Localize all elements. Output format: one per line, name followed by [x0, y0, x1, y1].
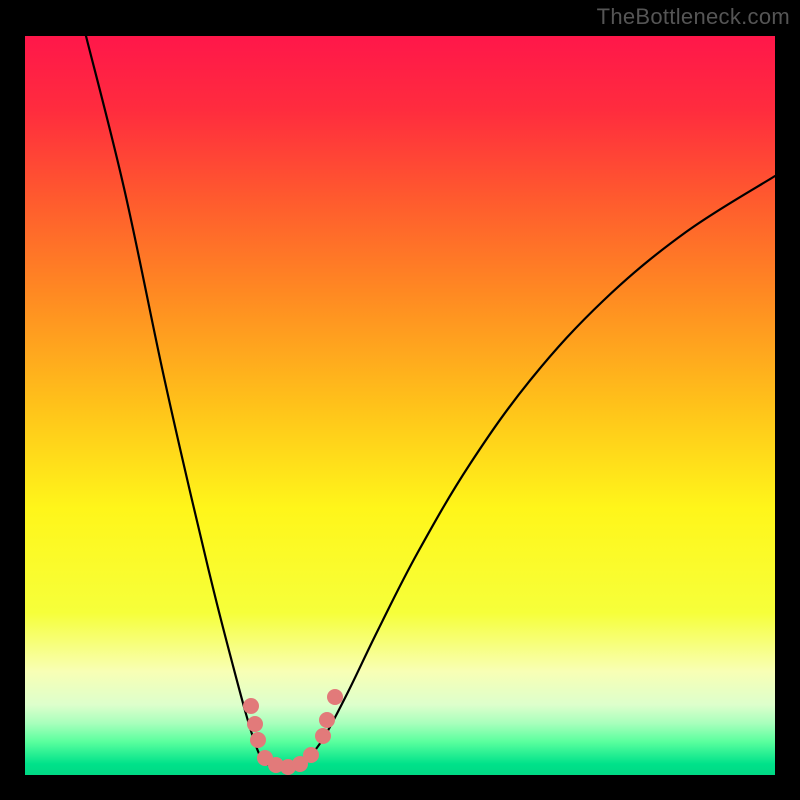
plot-area: [25, 36, 775, 775]
watermark-text: TheBottleneck.com: [597, 4, 790, 30]
chart-frame: TheBottleneck.com: [0, 0, 800, 800]
